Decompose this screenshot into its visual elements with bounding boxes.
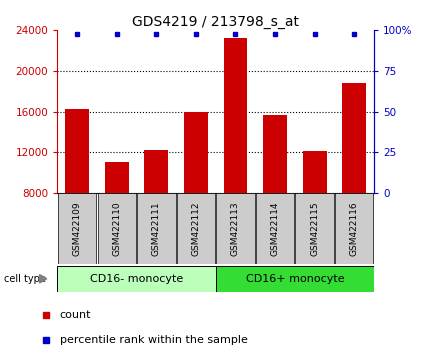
- Bar: [216, 193, 255, 264]
- Text: CD16- monocyte: CD16- monocyte: [90, 274, 183, 284]
- Bar: [335, 193, 374, 264]
- Bar: [224, 38, 247, 193]
- Text: CD16+ monocyte: CD16+ monocyte: [246, 274, 344, 284]
- Text: GSM422110: GSM422110: [112, 201, 121, 256]
- Bar: [263, 115, 287, 193]
- Bar: [303, 151, 326, 193]
- Bar: [98, 193, 136, 264]
- Bar: [57, 266, 215, 292]
- Text: GSM422109: GSM422109: [73, 201, 82, 256]
- Bar: [177, 193, 215, 264]
- Text: GSM422114: GSM422114: [271, 201, 280, 256]
- Text: GSM422116: GSM422116: [350, 201, 359, 256]
- Bar: [184, 112, 208, 193]
- Text: GSM422111: GSM422111: [152, 201, 161, 256]
- Bar: [144, 150, 168, 193]
- Bar: [256, 193, 294, 264]
- Text: count: count: [60, 310, 91, 320]
- Bar: [137, 193, 176, 264]
- Text: percentile rank within the sample: percentile rank within the sample: [60, 335, 248, 344]
- Bar: [65, 109, 89, 193]
- Text: GSM422115: GSM422115: [310, 201, 319, 256]
- Bar: [105, 162, 129, 193]
- Title: GDS4219 / 213798_s_at: GDS4219 / 213798_s_at: [132, 15, 299, 29]
- Bar: [215, 266, 374, 292]
- Bar: [295, 193, 334, 264]
- Bar: [58, 193, 96, 264]
- Text: GSM422113: GSM422113: [231, 201, 240, 256]
- Text: GSM422112: GSM422112: [191, 201, 201, 256]
- Text: cell type: cell type: [4, 274, 46, 284]
- Bar: [342, 83, 366, 193]
